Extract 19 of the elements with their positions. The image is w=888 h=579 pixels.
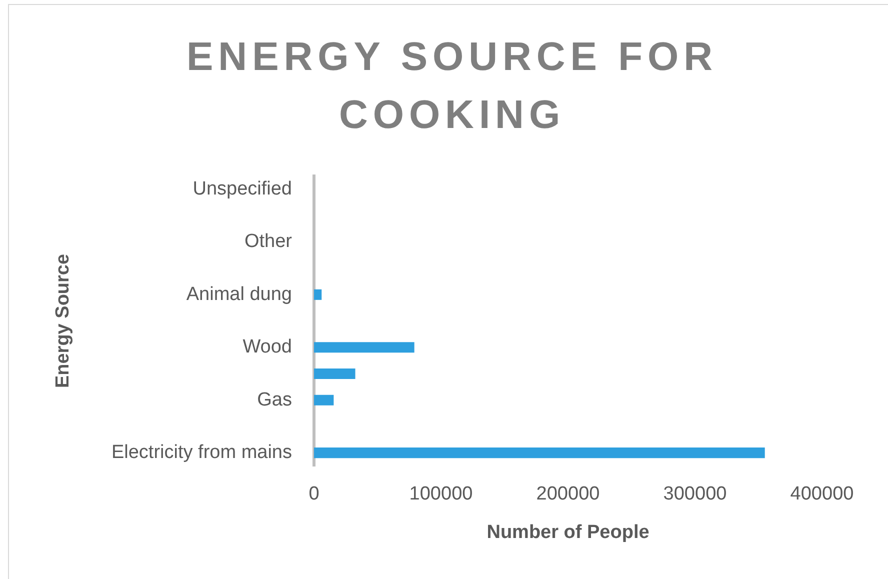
x-axis-title: Number of People <box>486 522 650 543</box>
y-tick-label: Electricity from mains <box>111 442 292 464</box>
y-tick-label: Unspecified <box>192 178 292 200</box>
bar <box>314 289 322 300</box>
chart-title: ENERGY SOURCE FOR COOKING <box>186 34 718 139</box>
x-tick-label: 0 <box>308 484 320 505</box>
x-tick-label: 100000 <box>409 484 473 505</box>
y-axis-title: Energy Source <box>52 254 74 388</box>
bar <box>314 394 334 406</box>
bar <box>314 448 765 458</box>
bar <box>314 368 356 379</box>
y-tick-label: Animal dung <box>186 284 292 305</box>
x-tick-label: 400000 <box>790 484 854 505</box>
x-tick-label: 300000 <box>663 484 727 505</box>
x-tick-label: 200000 <box>536 484 600 505</box>
y-tick-label: Other <box>244 231 293 252</box>
y-tick-label: Wood <box>242 336 292 358</box>
bar <box>314 342 414 353</box>
y-tick-label: Gas <box>257 389 292 410</box>
